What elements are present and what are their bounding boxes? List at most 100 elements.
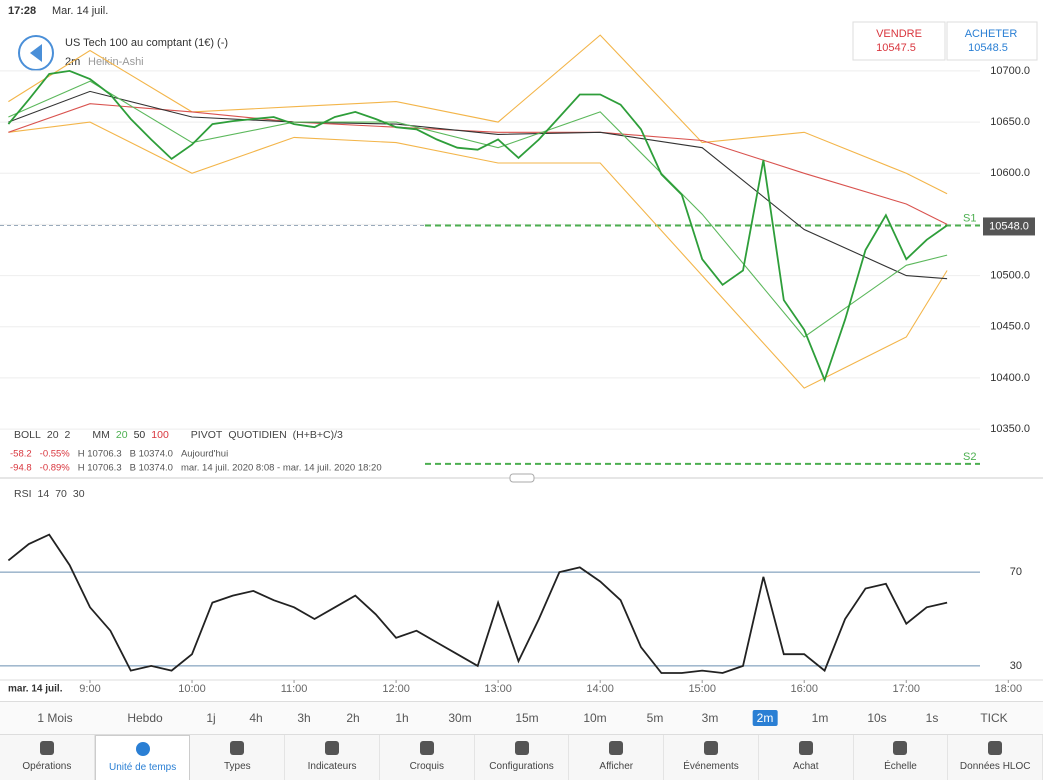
- tab-icon: [704, 741, 718, 755]
- timeframe[interactable]: 3m: [701, 711, 719, 725]
- info-text: B 10374.0: [130, 463, 173, 474]
- tab-label: Achat: [792, 761, 819, 772]
- info-text: H 10706.3: [78, 449, 122, 460]
- back-icon: [30, 44, 42, 62]
- tab-label: Opérations: [22, 761, 72, 772]
- buy-button[interactable]: [946, 21, 1038, 61]
- timeframe[interactable]: 2h: [346, 711, 360, 725]
- legend-text: MM: [92, 429, 110, 441]
- legend-text: (H+B+C)/3: [293, 429, 343, 441]
- y-tick-label: 10350.0: [990, 423, 1030, 435]
- timeframe[interactable]: 5m: [646, 711, 664, 725]
- resize-handle[interactable]: [509, 473, 535, 483]
- y-tick-label: 30: [1010, 660, 1022, 672]
- info-text: Aujourd'hui: [181, 449, 228, 460]
- legend-text: 70: [55, 488, 67, 500]
- instrument: US Tech 100 au comptant (1€) (-): [65, 37, 228, 49]
- timeframe[interactable]: 1 Mois: [37, 711, 73, 725]
- tab-label: Données HLOC: [959, 761, 1031, 772]
- x-tick-label: 11:00: [281, 683, 308, 695]
- tab-label: Afficher: [599, 761, 634, 772]
- tab-label: Types: [223, 761, 251, 772]
- timeframe[interactable]: 1h: [395, 711, 409, 725]
- y-tick-label: 10650.0: [990, 116, 1030, 128]
- x-tick-label: 18:00: [995, 683, 1023, 695]
- timeframe[interactable]: 4h: [249, 711, 263, 725]
- timeframe-bar: 1 Mois Hebdo 1j 4h 3h 2h 1h 30m 15m 10m 5m 3m 2m 1m 10…: [0, 701, 1043, 735]
- legend-text: RSI: [14, 488, 32, 500]
- info-text: H 10706.3: [78, 463, 122, 474]
- tab-label: Événements: [683, 761, 739, 772]
- tab[interactable]: Achat: [759, 735, 854, 780]
- tab-icon: [798, 741, 813, 755]
- timeframe[interactable]: TICK: [980, 711, 1008, 725]
- tab-icon: [39, 741, 54, 755]
- legend-text: QUOTIDIEN: [228, 429, 286, 441]
- info-text: -58.2: [10, 449, 32, 460]
- legend-text: 20: [116, 429, 128, 441]
- tab-label: Unité de temps: [108, 762, 177, 773]
- series-line: [8, 121, 948, 389]
- x-tick-label: 17:00: [893, 683, 921, 695]
- tab[interactable]: Unité de temps: [94, 735, 191, 780]
- tab-icon: [419, 741, 434, 755]
- timeframe[interactable]: 2m: [752, 710, 778, 726]
- tab[interactable]: Données HLOC: [948, 735, 1043, 780]
- tab[interactable]: Opérations: [0, 735, 95, 780]
- legend-text: 100: [151, 429, 169, 441]
- tab-label: Croquis: [409, 761, 445, 772]
- timeframe[interactable]: 1j: [206, 711, 216, 725]
- series-line: [8, 80, 948, 338]
- tab-label: Configurations: [489, 761, 554, 772]
- y-tick-label: 10500.0: [990, 269, 1030, 281]
- tab-bar: Opérations Unité de temps Types Indicateurs…: [0, 735, 1043, 780]
- buy-label: ACHETER: [965, 28, 1018, 40]
- tab-label: Échelle: [884, 761, 917, 772]
- tab-icon: [893, 741, 908, 755]
- tab[interactable]: Configurations: [475, 735, 570, 780]
- y-tick-label: 10400.0: [990, 372, 1030, 384]
- y-tick-label: 10450.0: [990, 321, 1030, 333]
- timeframe[interactable]: 10s: [867, 711, 887, 725]
- timeframe[interactable]: 15m: [515, 711, 539, 725]
- legend-text: 14: [38, 488, 50, 500]
- series-line: [8, 90, 948, 280]
- info-text: -0.55%: [40, 449, 71, 460]
- tab-icon: [135, 742, 150, 756]
- y-tick-label: 10600.0: [990, 167, 1030, 179]
- tab[interactable]: Afficher: [569, 735, 665, 780]
- y-tick-label: 70: [1010, 566, 1022, 578]
- timeframe[interactable]: 1s: [925, 711, 939, 725]
- legend-text: 30: [73, 488, 85, 500]
- legend-text: 20: [47, 429, 59, 441]
- tab[interactable]: Indicateurs: [285, 735, 380, 780]
- status-date: Mar. 14 juil.: [52, 5, 108, 17]
- timeframe[interactable]: 3h: [297, 711, 311, 725]
- series-line: [8, 103, 948, 225]
- x-tick-label: 12:00: [382, 683, 410, 695]
- info-text: mar. 14 juil. 2020 8:08 - mar. 14 juil. …: [181, 463, 382, 474]
- pivot-label: S1: [963, 212, 976, 224]
- tab-icon: [230, 741, 245, 755]
- timeframe[interactable]: 10m: [583, 711, 607, 725]
- timeframe[interactable]: 30m: [448, 711, 472, 725]
- tab[interactable]: Croquis: [380, 735, 475, 780]
- tab[interactable]: Échelle: [854, 735, 949, 780]
- sell-label: VENDRE: [876, 28, 922, 40]
- legend-text: BOLL: [14, 429, 41, 441]
- timeframe[interactable]: 1m: [811, 711, 829, 725]
- tab-icon: [988, 741, 1003, 755]
- sell-button[interactable]: [852, 21, 946, 61]
- pivot-label: S2: [963, 451, 976, 463]
- sell-price: 10547.5: [876, 42, 916, 54]
- x-tick-label: 13:00: [484, 683, 512, 695]
- tab[interactable]: Types: [190, 735, 286, 780]
- tab-icon: [514, 741, 529, 755]
- chart-style: Heikin-Ashi: [88, 56, 144, 68]
- tab-icon: [609, 741, 624, 755]
- series-line: [7, 69, 948, 383]
- tab[interactable]: Événements: [664, 735, 759, 780]
- timeframe[interactable]: Hebdo: [127, 711, 163, 725]
- current-price: 10548.0: [989, 220, 1029, 232]
